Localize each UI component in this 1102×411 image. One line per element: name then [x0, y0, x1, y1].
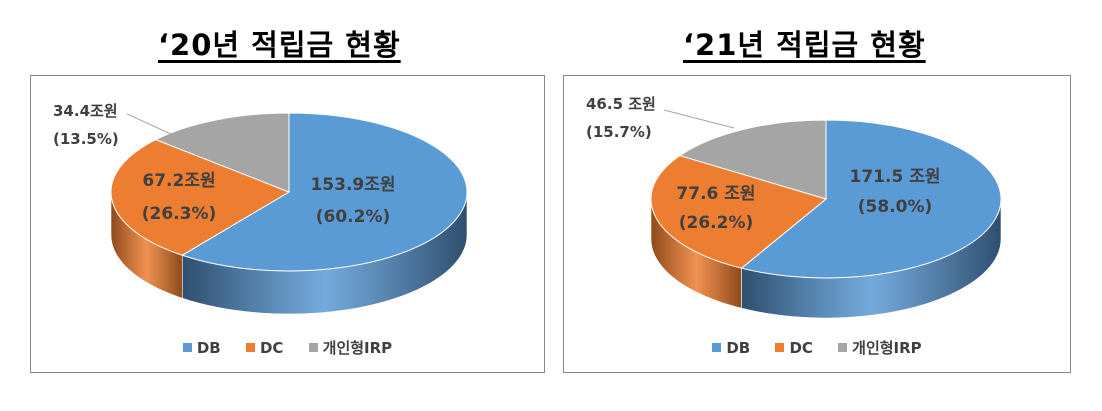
legend-item-irp: 개인형IRP	[308, 337, 392, 358]
leader-line-irp	[126, 113, 172, 135]
legend-swatch-dc	[245, 343, 255, 352]
legend-swatch-db	[712, 343, 722, 352]
slice-irp	[154, 112, 290, 193]
slice-db	[740, 119, 1002, 279]
label-value-dc: 77.6 조원	[676, 184, 755, 204]
chart-title-2020: ‘20년 적립금 현황	[158, 28, 401, 62]
pie-chart-2020: 34.4조원 (13.5%) 67.2조원 (26.3%) 153.9조원 (6…	[53, 102, 468, 315]
label-value-dc: 67.2조원	[142, 171, 215, 191]
label-value-db: 171.5 조원	[850, 167, 941, 187]
slice-irp	[678, 119, 827, 200]
leader-line-irp	[663, 109, 735, 129]
label-value-irp: 46.5 조원	[586, 95, 656, 113]
legend-swatch-irp	[308, 343, 318, 352]
label-value-irp: 34.4조원	[53, 102, 118, 120]
label-pct-irp: (13.5%)	[53, 130, 119, 148]
label-pct-dc: (26.2%)	[679, 213, 754, 233]
legend-swatch-dc	[775, 343, 785, 352]
label-pct-db: (58.0%)	[858, 197, 933, 217]
label-pct-dc: (26.3%)	[142, 204, 217, 224]
legend-item-dc: DC	[775, 339, 813, 357]
chart-title-2021: ‘21년 적립금 현황	[683, 28, 926, 62]
slice-dc	[650, 155, 828, 269]
chart-2020: 34.4조원 (13.5%) 67.2조원 (26.3%) 153.9조원 (6…	[30, 75, 545, 373]
chart-2021: 46.5 조원 (15.7%) 77.6 조원 (26.2%) 171.5 조원…	[563, 75, 1071, 373]
label-pct-irp: (15.7%)	[586, 123, 652, 141]
legend-2021: DB DC 개인형IRP	[564, 337, 1070, 358]
legend-item-irp: 개인형IRP	[838, 337, 922, 358]
legend-2020: DB DC 개인형IRP	[31, 337, 544, 358]
label-value-db: 153.9조원	[310, 175, 395, 195]
legend-swatch-db	[182, 343, 192, 352]
pie-chart-2021: 46.5 조원 (15.7%) 77.6 조원 (26.2%) 171.5 조원…	[586, 95, 1002, 319]
legend-item-dc: DC	[245, 339, 283, 357]
legend-item-db: DB	[712, 339, 750, 357]
slice-dc	[110, 139, 291, 256]
legend-item-db: DB	[182, 339, 221, 357]
legend-swatch-irp	[838, 343, 848, 352]
label-pct-db: (60.2%)	[316, 207, 391, 227]
slice-db	[181, 112, 468, 272]
